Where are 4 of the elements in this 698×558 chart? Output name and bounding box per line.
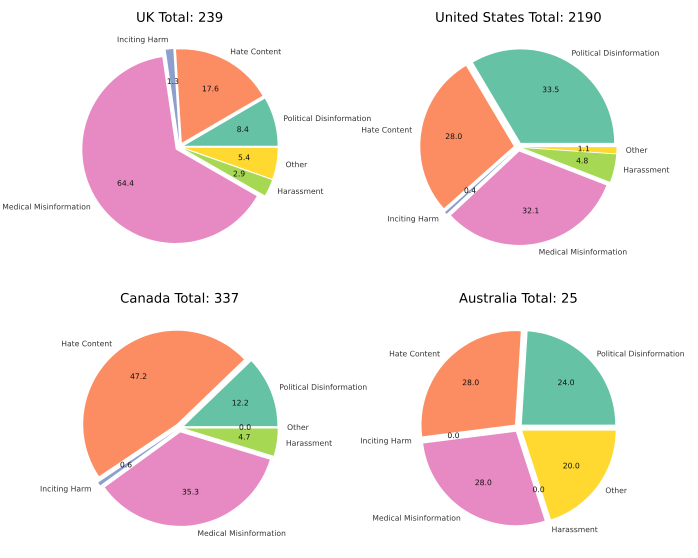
chart-title: UK Total: 239 — [137, 12, 222, 22]
chart-title: United States Total: 2190 — [436, 12, 601, 22]
chart-title: Australia Total: 25 — [459, 292, 577, 303]
chart-title: Canada Total: 337 — [120, 292, 238, 303]
